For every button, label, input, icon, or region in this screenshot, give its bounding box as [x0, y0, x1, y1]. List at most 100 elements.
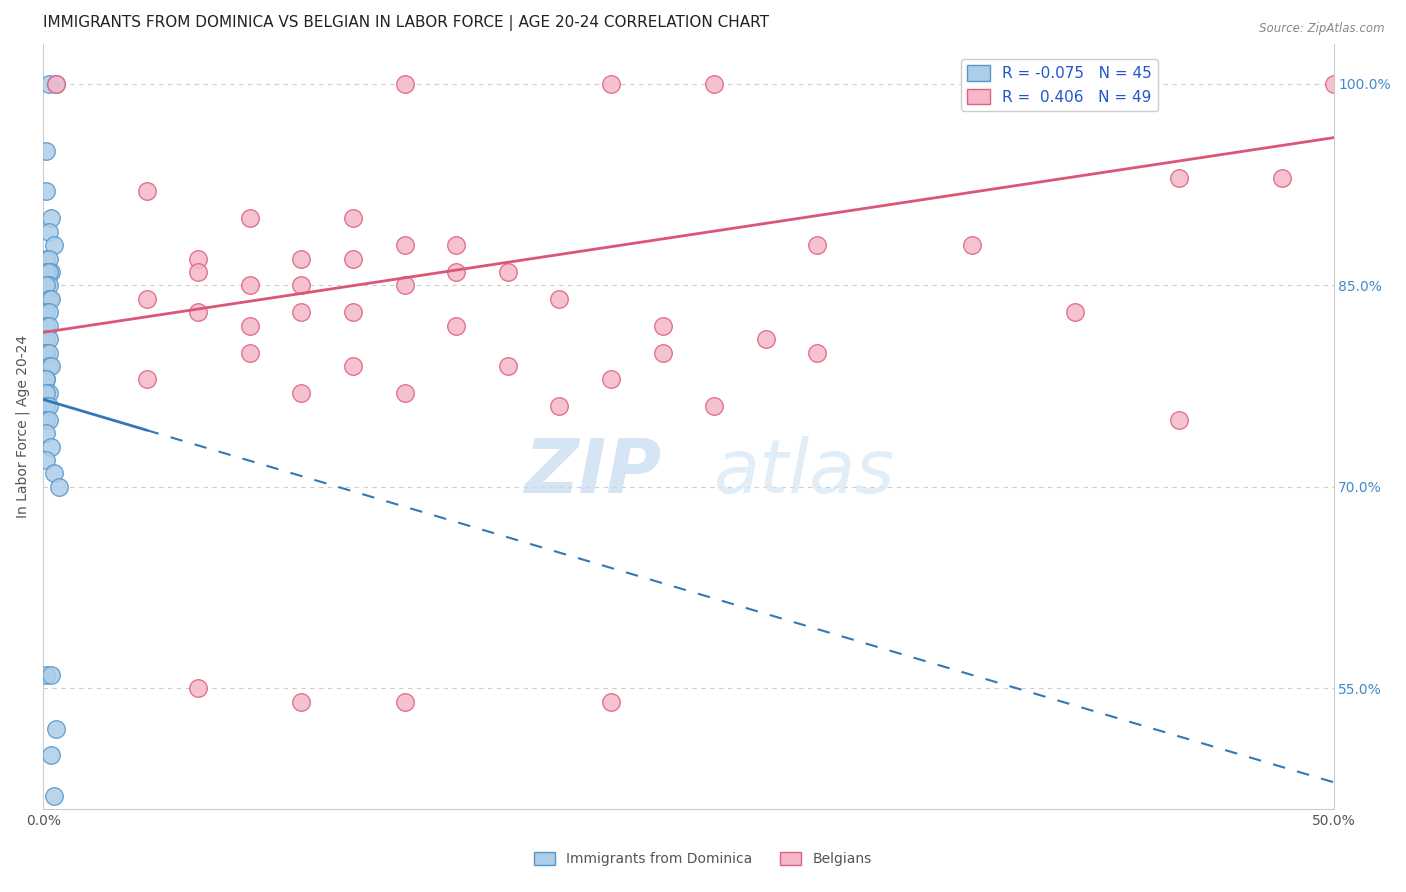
Point: [342, 252, 364, 266]
Point: [394, 385, 416, 400]
Point: [806, 238, 828, 252]
Point: [38, 305, 60, 319]
Point: [703, 399, 725, 413]
Point: [35, 265, 58, 279]
Point: [135, 292, 157, 306]
Point: [444, 238, 467, 252]
Point: [703, 77, 725, 91]
Point: [342, 305, 364, 319]
Point: [38, 332, 60, 346]
Point: [35, 426, 58, 441]
Point: [35, 318, 58, 333]
Y-axis label: In Labor Force | Age 20-24: In Labor Force | Age 20-24: [15, 334, 30, 518]
Point: [290, 385, 312, 400]
Point: [342, 359, 364, 373]
Point: [239, 345, 262, 359]
Point: [42, 789, 65, 803]
Point: [35, 412, 58, 426]
Point: [45, 77, 67, 91]
Point: [187, 252, 209, 266]
Point: [38, 385, 60, 400]
Point: [496, 359, 519, 373]
Point: [35, 144, 58, 158]
Point: [39, 667, 62, 681]
Point: [962, 238, 984, 252]
Point: [35, 332, 58, 346]
Point: [239, 211, 262, 226]
Point: [239, 278, 262, 293]
Point: [42, 467, 65, 481]
Point: [651, 345, 673, 359]
Point: [35, 372, 58, 386]
Point: [38, 225, 60, 239]
Legend: Immigrants from Dominica, Belgians: Immigrants from Dominica, Belgians: [529, 847, 877, 871]
Point: [1271, 170, 1294, 185]
Point: [806, 345, 828, 359]
Point: [42, 238, 65, 252]
Point: [651, 318, 673, 333]
Point: [38, 318, 60, 333]
Point: [600, 77, 623, 91]
Point: [35, 305, 58, 319]
Point: [290, 252, 312, 266]
Point: [1322, 77, 1344, 91]
Point: [45, 722, 67, 736]
Point: [35, 399, 58, 413]
Point: [600, 372, 623, 386]
Point: [35, 385, 58, 400]
Point: [39, 359, 62, 373]
Point: [38, 265, 60, 279]
Point: [35, 252, 58, 266]
Legend: R = -0.075   N = 45, R =  0.406   N = 49: R = -0.075 N = 45, R = 0.406 N = 49: [962, 59, 1159, 111]
Text: atlas: atlas: [714, 436, 896, 508]
Point: [394, 278, 416, 293]
Point: [35, 667, 58, 681]
Point: [38, 278, 60, 293]
Point: [135, 185, 157, 199]
Text: Source: ZipAtlas.com: Source: ZipAtlas.com: [1260, 22, 1385, 36]
Point: [48, 480, 70, 494]
Point: [39, 265, 62, 279]
Text: IMMIGRANTS FROM DOMINICA VS BELGIAN IN LABOR FORCE | AGE 20-24 CORRELATION CHART: IMMIGRANTS FROM DOMINICA VS BELGIAN IN L…: [44, 15, 769, 31]
Point: [342, 211, 364, 226]
Point: [35, 185, 58, 199]
Point: [290, 278, 312, 293]
Point: [187, 265, 209, 279]
Point: [39, 211, 62, 226]
Point: [135, 372, 157, 386]
Point: [38, 252, 60, 266]
Point: [290, 305, 312, 319]
Point: [35, 345, 58, 359]
Point: [444, 318, 467, 333]
Point: [290, 695, 312, 709]
Point: [187, 305, 209, 319]
Point: [394, 238, 416, 252]
Point: [38, 345, 60, 359]
Point: [1167, 412, 1189, 426]
Point: [39, 292, 62, 306]
Point: [38, 359, 60, 373]
Point: [45, 77, 67, 91]
Point: [239, 318, 262, 333]
Point: [38, 412, 60, 426]
Point: [496, 265, 519, 279]
Point: [600, 695, 623, 709]
Point: [394, 695, 416, 709]
Point: [187, 681, 209, 696]
Point: [35, 372, 58, 386]
Point: [755, 332, 778, 346]
Point: [1064, 305, 1087, 319]
Point: [39, 748, 62, 763]
Point: [548, 399, 571, 413]
Point: [394, 77, 416, 91]
Point: [1167, 170, 1189, 185]
Point: [39, 440, 62, 454]
Point: [444, 265, 467, 279]
Point: [35, 278, 58, 293]
Point: [38, 77, 60, 91]
Point: [38, 292, 60, 306]
Point: [548, 292, 571, 306]
Point: [38, 399, 60, 413]
Point: [35, 345, 58, 359]
Text: ZIP: ZIP: [526, 436, 662, 508]
